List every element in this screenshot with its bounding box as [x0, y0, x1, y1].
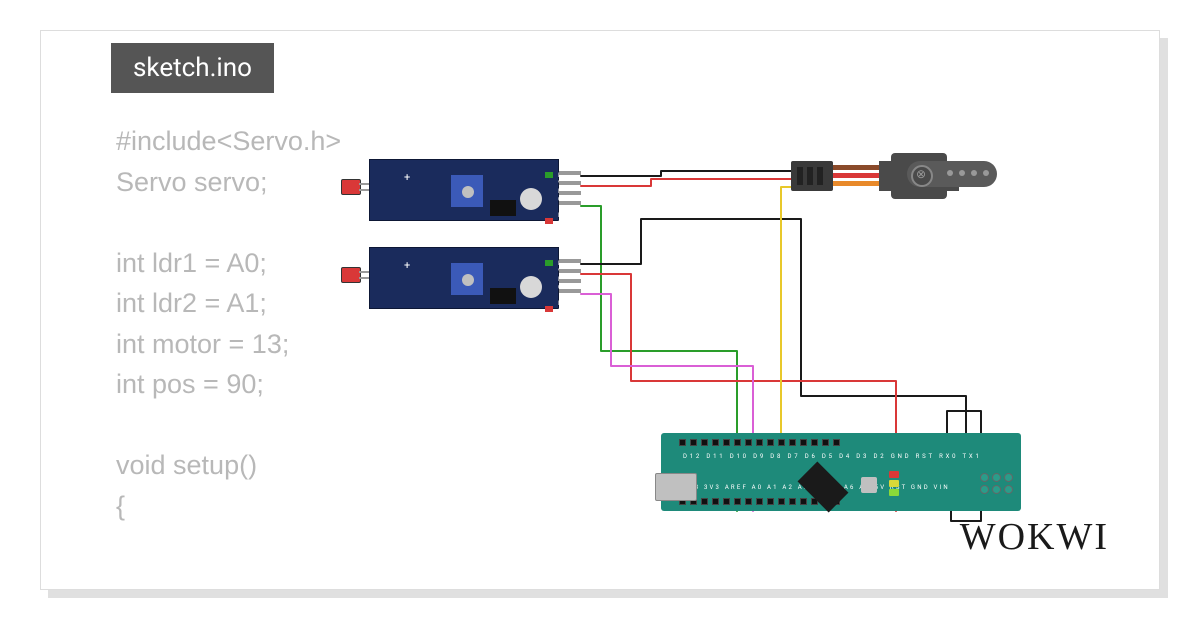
servo-arm-icon: ⊗ [907, 161, 997, 187]
photoresistor-icon [341, 267, 361, 283]
top-pin-labels: D12 D11 D10 D9 D8 D7 D6 D5 D4 D3 D2 GND … [683, 453, 982, 460]
ldr-module-1[interactable]: + − PWR VCCLED GND DODO AOLED [341, 151, 581, 229]
usb-port-icon [655, 473, 697, 501]
project-card: sketch.ino #include<Servo.h> Servo servo… [40, 30, 1160, 590]
potentiometer-icon [450, 262, 484, 296]
minus-label: − [404, 304, 410, 317]
filename: sketch.ino [133, 53, 252, 83]
header-pins [559, 171, 581, 211]
top-pin-row [679, 439, 840, 446]
ic-chip-icon [490, 200, 516, 216]
module-pcb: + − PWR VCCLED GND DODO AOLED [369, 159, 559, 221]
module-pcb: + − PWR VCCLED GND DODO AOLED [369, 247, 559, 309]
on-led-icon [889, 489, 899, 496]
wokwi-logo: WOKWI [960, 515, 1109, 559]
header-pins [559, 259, 581, 299]
rx-led-icon [889, 480, 899, 487]
potentiometer-icon [450, 174, 484, 208]
plus-label: + [404, 171, 410, 184]
code-text: #include<Servo.h> Servo servo; int ldr1 … [116, 126, 341, 521]
arduino-pcb: D12 D11 D10 D9 D8 D7 D6 D5 D4 D3 D2 GND … [661, 433, 1021, 511]
plus-label: + [404, 259, 410, 272]
arduino-nano[interactable]: D12 D11 D10 D9 D8 D7 D6 D5 D4 D3 D2 GND … [661, 421, 1021, 521]
pwr-led-icon [545, 260, 553, 266]
isp-header-icon [980, 473, 1013, 494]
ldr-module-2[interactable]: + − PWR VCCLED GND DODO AOLED [341, 239, 581, 317]
do-led-icon [545, 306, 553, 312]
minus-label: − [404, 216, 410, 229]
pwr-led-icon [545, 172, 553, 178]
comparator-icon [520, 188, 542, 210]
code-editor: #include<Servo.h> Servo servo; int ldr1 … [116, 121, 341, 526]
tx-led-icon [889, 471, 899, 478]
servo-motor[interactable]: ⊗ [791, 143, 1031, 213]
reset-button-icon [861, 477, 877, 493]
file-tab[interactable]: sketch.ino [111, 43, 274, 93]
servo-connector-icon [791, 161, 833, 191]
status-leds [889, 471, 899, 498]
ic-chip-icon [490, 288, 516, 304]
circuit-diagram: + − PWR VCCLED GND DODO AOLED + − [341, 151, 1041, 561]
photoresistor-icon [341, 179, 361, 195]
comparator-icon [520, 276, 542, 298]
do-led-icon [545, 218, 553, 224]
